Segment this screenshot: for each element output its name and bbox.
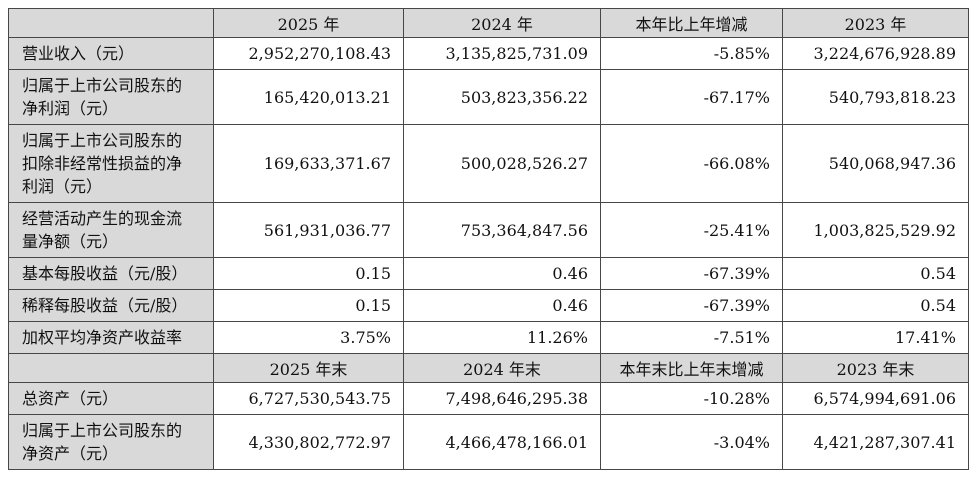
value-cell: 2,952,270,108.43 (213, 37, 404, 70)
value-cell: 165,420,013.21 (213, 69, 404, 125)
row-label: 稀释每股收益（元/股） (8, 289, 214, 322)
value-cell: -67.39% (600, 257, 783, 290)
value-cell: 7,498,646,295.38 (403, 382, 601, 415)
table-row: 归属于上市公司股东的扣除非经常性损益的净利润（元） 169,633,371.67 5… (8, 124, 969, 203)
value-cell: -10.28% (600, 382, 783, 415)
table-row: 稀释每股收益（元/股） 0.15 0.46 -67.39% 0.54 (8, 289, 969, 322)
value-cell: -66.08% (600, 124, 783, 203)
value-cell: -67.39% (600, 289, 783, 322)
row-label: 基本每股收益（元/股） (8, 257, 214, 290)
table-row: 基本每股收益（元/股） 0.15 0.46 -67.39% 0.54 (8, 257, 969, 290)
value-cell: 540,793,818.23 (782, 69, 969, 125)
value-cell: 0.46 (403, 289, 601, 322)
value-cell: 0.15 (213, 289, 404, 322)
table-row: 归属于上市公司股东的净资产（元） 4,330,802,772.97 4,466,47… (8, 414, 969, 470)
value-cell: 3.75% (213, 321, 404, 354)
value-cell: 3,224,676,928.89 (782, 37, 969, 70)
table-row: 营业收入（元） 2,952,270,108.43 3,135,825,731.09-… (8, 37, 969, 70)
value-cell: 11.26% (403, 321, 601, 354)
table-header-row: 2025 年 2024 年本年比上年增减 2023 年 (8, 8, 969, 38)
value-cell: 6,727,530,543.75 (213, 382, 404, 415)
value-cell: 0.15 (213, 257, 404, 290)
value-cell: -7.51% (600, 321, 783, 354)
corner-cell (8, 353, 214, 383)
financial-summary-table: 2025 年 2024 年本年比上年增减 2023 年营业收入（元） 2,952,27… (8, 8, 969, 470)
value-cell: -3.04% (600, 414, 783, 470)
column-header: 2025 年 (213, 8, 404, 38)
value-cell: 0.54 (782, 289, 969, 322)
value-cell: 169,633,371.67 (213, 124, 404, 203)
value-cell: 1,003,825,529.92 (782, 202, 969, 258)
table-row: 经营活动产生的现金流量净额（元） 561,931,036.77 753,364,84… (8, 202, 969, 258)
table-row: 总资产（元） 6,727,530,543.75 7,498,646,295.38 -1… (8, 382, 969, 415)
value-cell: 503,823,356.22 (403, 69, 601, 125)
column-header: 2023 年末 (782, 353, 969, 383)
table-row: 归属于上市公司股东的净利润（元） 165,420,013.21 503,823,35… (8, 69, 969, 125)
column-header: 2024 年 (403, 8, 601, 38)
value-cell: 753,364,847.56 (403, 202, 601, 258)
value-cell: -67.17% (600, 69, 783, 125)
row-label: 归属于上市公司股东的扣除非经常性损益的净利润（元） (8, 124, 214, 203)
column-header: 2024 年末 (403, 353, 601, 383)
column-header: 2023 年 (782, 8, 969, 38)
value-cell: 540,068,947.36 (782, 124, 969, 203)
value-cell: 6,574,994,691.06 (782, 382, 969, 415)
value-cell: 17.41% (782, 321, 969, 354)
corner-cell (8, 8, 214, 38)
value-cell: -25.41% (600, 202, 783, 258)
table-row: 加权平均净资产收益率 3.75% 11.26% -7.51% 17.41% (8, 321, 969, 354)
row-label: 归属于上市公司股东的净资产（元） (8, 414, 214, 470)
value-cell: 0.54 (782, 257, 969, 290)
row-label: 归属于上市公司股东的净利润（元） (8, 69, 214, 125)
column-header: 2025 年末 (213, 353, 404, 383)
value-cell: 3,135,825,731.09 (403, 37, 601, 70)
row-label: 营业收入（元） (8, 37, 214, 70)
value-cell: 4,466,478,166.01 (403, 414, 601, 470)
value-cell: 561,931,036.77 (213, 202, 404, 258)
financial-summary-table-body: 2025 年 2024 年本年比上年增减 2023 年营业收入（元） 2,952,27… (8, 8, 969, 470)
value-cell: 4,421,287,307.41 (782, 414, 969, 470)
row-label: 经营活动产生的现金流量净额（元） (8, 202, 214, 258)
value-cell: 0.46 (403, 257, 601, 290)
table-header-row: 2025 年末 2024 年末 本年末比上年末增减 2023 年末 (8, 353, 969, 383)
value-cell: 4,330,802,772.97 (213, 414, 404, 470)
row-label: 总资产（元） (8, 382, 214, 415)
column-header: 本年末比上年末增减 (600, 353, 783, 383)
value-cell: -5.85% (600, 37, 783, 70)
column-header: 本年比上年增减 (600, 8, 783, 38)
row-label: 加权平均净资产收益率 (8, 321, 214, 354)
value-cell: 500,028,526.27 (403, 124, 601, 203)
